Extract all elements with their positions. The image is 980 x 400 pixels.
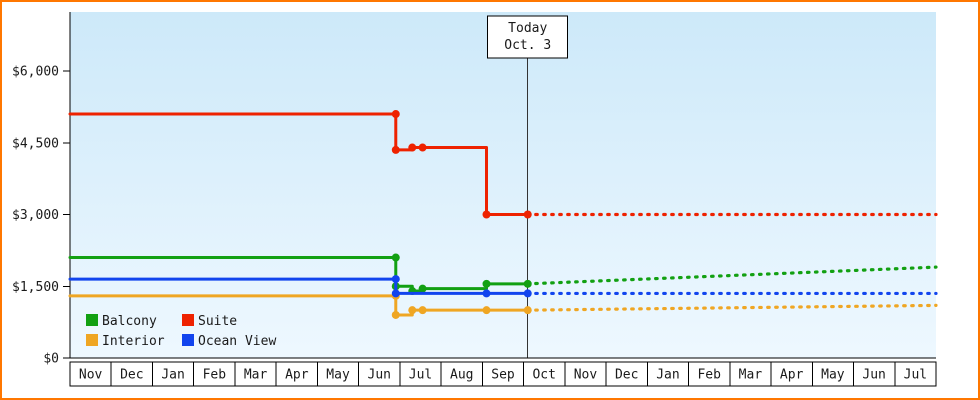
- legend-swatch-suite: [182, 314, 194, 326]
- legend-swatch-interior: [86, 334, 98, 346]
- series-balcony-point: [391, 253, 400, 262]
- series-suite-point: [391, 145, 400, 154]
- month-label: Jan: [656, 368, 679, 383]
- month-label: Nov: [574, 368, 598, 383]
- today-box: [487, 15, 569, 59]
- today-marker: Today Oct. 3: [487, 15, 569, 59]
- month-label: Feb: [697, 368, 721, 383]
- series-ocean-view-point: [391, 275, 400, 284]
- month-label: Oct: [532, 368, 555, 383]
- month-label: Jul: [904, 368, 927, 383]
- series-suite-point: [391, 110, 400, 119]
- series-interior-point: [523, 306, 532, 315]
- series-interior-point: [482, 306, 491, 315]
- series-balcony-point: [523, 279, 532, 288]
- x-axis-month-labels: Nov Dec Jan Feb Mar Apr May Jun Jul Aug Sep Oct Nov D…: [69, 362, 937, 386]
- series-ocean-view-point: [523, 289, 532, 298]
- month-label: Jun: [862, 368, 885, 383]
- y-tick-label: $4,500: [12, 136, 59, 151]
- month-label: May: [821, 368, 845, 383]
- month-label: Dec: [615, 368, 638, 383]
- month-label: Jan: [161, 368, 184, 383]
- series-suite-point: [408, 143, 417, 152]
- legend-label-balcony: Balcony: [102, 314, 157, 329]
- series-suite-point: [418, 143, 427, 152]
- legend-label-ocean-view: Ocean View: [198, 334, 276, 349]
- y-tick-label: $6,000: [12, 65, 59, 80]
- month-label: Nov: [79, 368, 103, 383]
- y-tick-label: $1,500: [12, 280, 59, 295]
- today-title: Today: [508, 21, 547, 36]
- y-tick-label: $3,000: [12, 208, 59, 223]
- month-label: Sep: [491, 368, 515, 383]
- series-balcony-point: [482, 279, 491, 288]
- legend-swatch-ocean-view: [182, 334, 194, 346]
- legend-label-suite: Suite: [198, 314, 237, 329]
- series-interior-point: [391, 310, 400, 319]
- month-label: Mar: [244, 368, 268, 383]
- plot-background: [70, 12, 936, 358]
- series-suite-point: [482, 210, 491, 219]
- legend-swatch-balcony: [86, 314, 98, 326]
- y-tick-label: $0: [43, 352, 59, 367]
- month-label: Mar: [739, 368, 763, 383]
- y-axis: $0 $1,500 $3,000 $4,500 $6,000: [12, 65, 70, 367]
- month-label: Jul: [409, 368, 432, 383]
- month-label: Apr: [780, 368, 804, 383]
- today-date: Oct. 3: [504, 38, 551, 53]
- series-interior-line: [68, 294, 530, 317]
- series-suite-point: [523, 210, 532, 219]
- month-label: Dec: [120, 368, 143, 383]
- month-label: Jun: [368, 368, 391, 383]
- month-label: May: [326, 368, 350, 383]
- series-ocean-view-point: [482, 289, 491, 298]
- series-lines: [68, 110, 938, 319]
- series-balcony-point: [418, 284, 427, 293]
- month-label: Feb: [203, 368, 227, 383]
- legend: Balcony Suite Interior Ocean View: [86, 314, 276, 349]
- axes: [69, 12, 936, 359]
- series-ocean-view-line: [68, 277, 530, 295]
- series-interior-point: [408, 306, 417, 315]
- series-ocean-view-point: [391, 289, 400, 298]
- series-interior-point: [418, 306, 427, 315]
- month-label: Aug: [450, 368, 473, 383]
- month-label: Apr: [285, 368, 309, 383]
- legend-label-interior: Interior: [102, 334, 165, 349]
